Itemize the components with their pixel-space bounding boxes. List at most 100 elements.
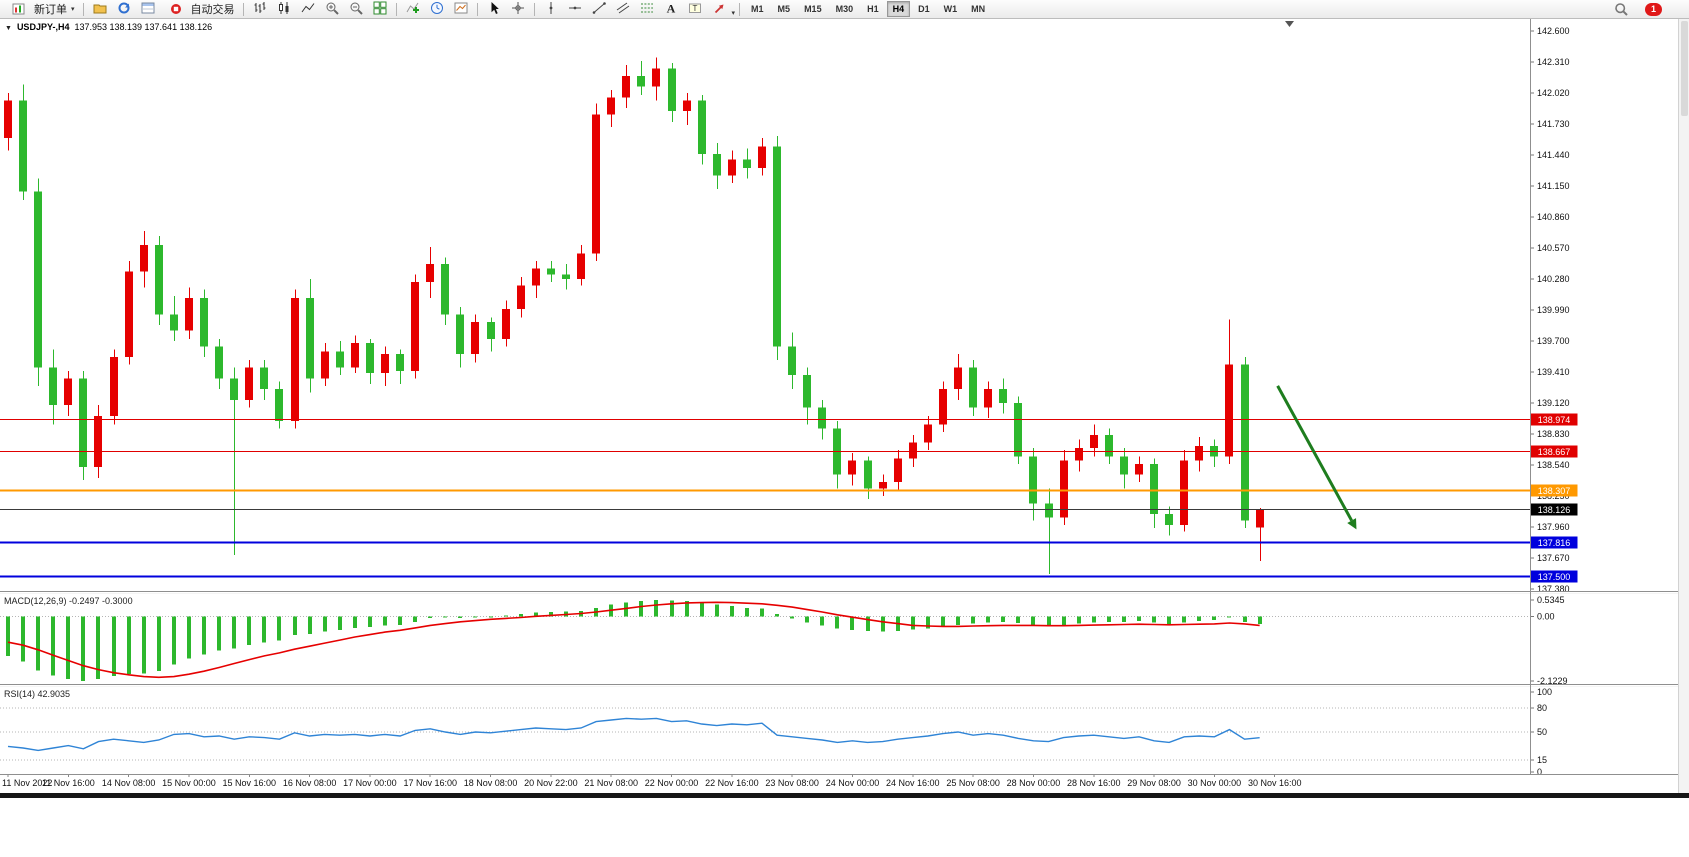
price-tag[interactable]: 138.307 xyxy=(1530,484,1578,497)
price-tag[interactable]: 138.974 xyxy=(1530,413,1578,426)
svg-text:22 Nov 00:00: 22 Nov 00:00 xyxy=(645,778,699,788)
timeframe-m30-button[interactable]: M30 xyxy=(835,4,854,14)
svg-text:17 Nov 16:00: 17 Nov 16:00 xyxy=(403,778,457,788)
vertical-scrollbar[interactable] xyxy=(1678,19,1689,793)
svg-text:18 Nov 08:00: 18 Nov 08:00 xyxy=(464,778,518,788)
toolbar-separator xyxy=(476,2,478,16)
svg-text:28 Nov 16:00: 28 Nov 16:00 xyxy=(1067,778,1121,788)
svg-text:138.540: 138.540 xyxy=(1537,460,1570,470)
tile-windows-icon[interactable] xyxy=(368,0,392,16)
text-label-icon[interactable]: T xyxy=(683,0,707,16)
svg-text:20 Nov 22:00: 20 Nov 22:00 xyxy=(524,778,578,788)
macd-panel: MACD(12,26,9) -0.2497 -0.3000 xyxy=(0,596,1530,681)
bars-chart-icon[interactable] xyxy=(248,0,272,16)
price-tag[interactable]: 138.126 xyxy=(1530,503,1578,516)
autotrade-button[interactable]: 自动交易 xyxy=(160,1,239,18)
toolbar-group-chart-type xyxy=(248,0,392,18)
vertical-line-icon[interactable] xyxy=(539,0,563,16)
svg-text:30 Nov 00:00: 30 Nov 00:00 xyxy=(1188,778,1242,788)
svg-text:28 Nov 00:00: 28 Nov 00:00 xyxy=(1007,778,1061,788)
rsi-label: RSI(14) 42.9035 xyxy=(4,689,70,699)
chart-symbol-period: USDJPY-,H4 xyxy=(16,22,70,32)
svg-text:138.126: 138.126 xyxy=(1538,505,1571,515)
price-axis[interactable]: 142.600 142.310 142.020 141.730 141.440 141.1… xyxy=(1530,19,1689,777)
chart-collapse-icon[interactable]: ▼ xyxy=(5,25,12,32)
timeframe-m5-button[interactable]: M5 xyxy=(777,4,791,14)
chart-shift-marker[interactable] xyxy=(1285,21,1294,27)
svg-text:137.670: 137.670 xyxy=(1537,553,1570,563)
svg-text:142.600: 142.600 xyxy=(1537,26,1570,36)
timeframe-w1-button[interactable]: W1 xyxy=(943,4,958,14)
timeframe-d1-button[interactable]: D1 xyxy=(918,4,930,14)
timeframe-h1-button[interactable]: H1 xyxy=(867,4,879,14)
arrow-objects-icon[interactable] xyxy=(707,0,731,16)
chart-ohlc-values: 137.953 138.139 137.641 138.126 xyxy=(74,22,213,32)
timeframe-m15-button[interactable]: M15 xyxy=(804,4,822,14)
macd-label: MACD(12,26,9) -0.2497 -0.3000 xyxy=(4,596,133,606)
price-tag[interactable]: 137.816 xyxy=(1530,536,1578,549)
svg-text:0.00: 0.00 xyxy=(1537,611,1555,621)
svg-text:A: A xyxy=(666,2,675,16)
refresh-icon[interactable] xyxy=(112,0,136,16)
svg-text:138.830: 138.830 xyxy=(1537,429,1570,439)
search-icon[interactable] xyxy=(1609,1,1633,17)
price-tag[interactable]: 138.667 xyxy=(1530,445,1578,458)
data-window-icon[interactable] xyxy=(136,0,160,16)
svg-text:141.440: 141.440 xyxy=(1537,150,1570,160)
new-order-button[interactable]: 新订单 ▾ xyxy=(3,1,79,18)
text-icon[interactable]: A xyxy=(659,0,683,16)
svg-text:141.730: 141.730 xyxy=(1537,119,1570,129)
svg-text:141.150: 141.150 xyxy=(1537,181,1570,191)
chevron-down-icon: ▾ xyxy=(731,10,736,17)
equidistant-channel-icon[interactable] xyxy=(611,0,635,16)
toolbar-group-objects: A T ▾ xyxy=(539,0,736,18)
toolbar-right-group: 1 xyxy=(1609,1,1662,17)
timeframe-h4-button[interactable]: H4 xyxy=(886,1,911,17)
price-tag[interactable]: 137.500 xyxy=(1530,570,1578,583)
toolbar-separator xyxy=(395,2,397,16)
scrollbar-thumb[interactable] xyxy=(1680,21,1688,116)
crosshair-icon[interactable] xyxy=(506,0,530,16)
profiles-icon[interactable] xyxy=(88,0,112,16)
zoom-in-icon[interactable] xyxy=(320,0,344,16)
svg-text:139.700: 139.700 xyxy=(1537,336,1570,346)
timeframe-mn-button[interactable]: MN xyxy=(971,4,986,14)
svg-text:142.310: 142.310 xyxy=(1537,57,1570,67)
svg-text:15 Nov 16:00: 15 Nov 16:00 xyxy=(223,778,277,788)
svg-text:25 Nov 08:00: 25 Nov 08:00 xyxy=(946,778,1000,788)
svg-text:139.410: 139.410 xyxy=(1537,367,1570,377)
line-chart-icon[interactable] xyxy=(296,0,320,16)
svg-text:15 Nov 00:00: 15 Nov 00:00 xyxy=(162,778,216,788)
cursor-icon[interactable] xyxy=(482,0,506,16)
svg-text:29 Nov 08:00: 29 Nov 08:00 xyxy=(1127,778,1181,788)
notification-badge[interactable]: 1 xyxy=(1645,2,1662,16)
indicators-icon[interactable] xyxy=(401,0,425,16)
panel-separators[interactable] xyxy=(0,19,1689,775)
svg-text:140.860: 140.860 xyxy=(1537,212,1570,222)
zoom-out-icon[interactable] xyxy=(344,0,368,16)
svg-text:137.500: 137.500 xyxy=(1538,572,1571,582)
svg-text:30 Nov 16:00: 30 Nov 16:00 xyxy=(1248,778,1302,788)
toolbar-separator xyxy=(533,2,535,16)
chart-canvas[interactable]: MACD(12,26,9) -0.2497 -0.3000 RSI(14) 42.… xyxy=(0,19,1689,793)
svg-text:138.667: 138.667 xyxy=(1538,447,1571,457)
fibonacci-icon[interactable] xyxy=(635,0,659,16)
autotrade-label: 自动交易 xyxy=(190,4,235,16)
svg-text:15: 15 xyxy=(1537,755,1547,765)
top-toolbar: 新订单 ▾ 自动交易 A T ▾ M1 M5 M15 M30 H1 H4 D1 W1 MN 1 xyxy=(0,0,1689,19)
templates-icon[interactable] xyxy=(449,0,473,16)
arrow-annotation[interactable] xyxy=(1276,385,1357,530)
horizontal-line-icon[interactable] xyxy=(563,0,587,16)
svg-text:22 Nov 16:00: 22 Nov 16:00 xyxy=(705,778,759,788)
svg-text:50: 50 xyxy=(1537,727,1547,737)
timeframe-m1-button[interactable]: M1 xyxy=(751,4,764,14)
periods-icon[interactable] xyxy=(425,0,449,16)
chevron-down-icon: ▾ xyxy=(71,6,75,13)
new-order-label: 新订单 xyxy=(34,4,67,16)
candlestick-chart-icon[interactable] xyxy=(272,0,296,16)
trendline-icon[interactable] xyxy=(587,0,611,16)
chart-title: ▼ USDJPY-,H4 137.953 138.139 137.641 138… xyxy=(5,22,212,32)
toolbar-separator xyxy=(242,2,244,16)
svg-text:21 Nov 08:00: 21 Nov 08:00 xyxy=(584,778,638,788)
